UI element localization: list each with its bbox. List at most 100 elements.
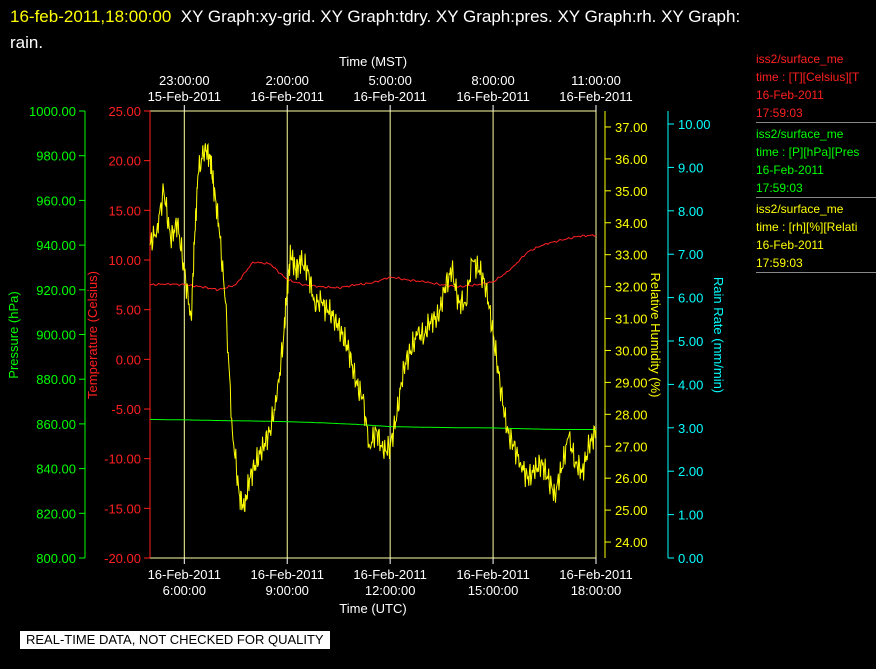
legend-pressure-line1: iss2/surface_me bbox=[756, 127, 844, 141]
humidity-tick-label-4: 28.00 bbox=[615, 407, 648, 422]
x-axis-label-top: Time (MST) bbox=[339, 54, 407, 69]
humidity-tick-label-5: 29.00 bbox=[615, 375, 648, 390]
legend-pressure-line3: 16-Feb-2011 bbox=[756, 163, 824, 177]
top-tick-time-3: 8:00:00 bbox=[471, 73, 514, 88]
bottom-tick-time-1: 9:00:00 bbox=[266, 583, 309, 598]
rain-tick-label-2: 2.00 bbox=[678, 464, 703, 479]
legend-temperature-line4: 17:59:03 bbox=[756, 106, 803, 120]
humidity-tick-label-10: 34.00 bbox=[615, 216, 648, 231]
bottom-tick-date-2: 16-Feb-2011 bbox=[353, 567, 426, 582]
rain-tick-label-6: 6.00 bbox=[678, 291, 703, 306]
x-axis-label-bottom: Time (UTC) bbox=[339, 601, 406, 616]
legend-humidity-line3: 16-Feb-2011 bbox=[756, 238, 824, 252]
plot-frame bbox=[149, 110, 597, 559]
legend-entry-pressure: iss2/surface_me time : [P][hPa][Pres 16-… bbox=[756, 125, 876, 198]
rain-tick-label-7: 7.00 bbox=[678, 247, 703, 262]
legend-entry-temperature: iss2/surface_me time : [T][Celsius][T 16… bbox=[756, 50, 876, 123]
series-temperature bbox=[149, 234, 597, 292]
legend-humidity-line4: 17:59:03 bbox=[756, 256, 803, 270]
temperature-tick-label-1: -15.00 bbox=[104, 501, 141, 516]
temperature-tick-label-6: 10.00 bbox=[108, 253, 141, 268]
bottom-tick-time-2: 12:00:00 bbox=[365, 583, 416, 598]
rain-tick-label-3: 3.00 bbox=[678, 421, 703, 436]
bottom-tick-time-4: 18:00:00 bbox=[571, 583, 622, 598]
pressure-tick-label-6: 920.00 bbox=[36, 283, 76, 298]
legend-temperature-line2: time : [T][Celsius][T bbox=[756, 70, 860, 84]
top-tick-date-3: 16-Feb-2011 bbox=[456, 89, 529, 104]
rain-axis-label: Rain Rate (mm/min) bbox=[711, 277, 726, 393]
rain-tick-label-10: 10.00 bbox=[678, 117, 711, 132]
pressure-tick-label-3: 860.00 bbox=[36, 417, 76, 432]
legend-temperature-line3: 16-Feb-2011 bbox=[756, 88, 824, 102]
humidity-tick-label-8: 32.00 bbox=[615, 280, 648, 295]
temperature-tick-label-5: 5.00 bbox=[116, 303, 141, 318]
pressure-tick-label-9: 980.00 bbox=[36, 149, 76, 164]
pressure-axis-label: Pressure (hPa) bbox=[6, 291, 21, 378]
humidity-axis-label: Relative Humidity (%) bbox=[648, 273, 663, 398]
top-tick-time-2: 5:00:00 bbox=[368, 73, 411, 88]
humidity-tick-label-6: 30.00 bbox=[615, 343, 648, 358]
top-tick-date-0: 15-Feb-2011 bbox=[148, 89, 221, 104]
temperature-tick-label-8: 20.00 bbox=[108, 154, 141, 169]
humidity-tick-label-11: 35.00 bbox=[615, 184, 648, 199]
rain-tick-label-8: 8.00 bbox=[678, 204, 703, 219]
pressure-tick-label-4: 880.00 bbox=[36, 372, 76, 387]
bottom-tick-time-3: 15:00:00 bbox=[468, 583, 519, 598]
pressure-tick-label-1: 820.00 bbox=[36, 506, 76, 521]
bottom-tick-date-4: 16-Feb-2011 bbox=[559, 567, 632, 582]
title-timestamp: 16-feb-2011,18:00:00 bbox=[10, 7, 172, 26]
temperature-tick-label-2: -10.00 bbox=[104, 452, 141, 467]
pressure-tick-label-10: 1000.00 bbox=[29, 104, 76, 119]
humidity-tick-label-1: 25.00 bbox=[615, 503, 648, 518]
top-tick-time-4: 11:00:00 bbox=[571, 73, 621, 88]
labels-layer: 16-Feb-20116:00:0016-Feb-20119:00:0016-F… bbox=[6, 54, 726, 616]
humidity-tick-label-13: 37.00 bbox=[615, 120, 648, 135]
quality-notice: REAL-TIME DATA, NOT CHECKED FOR QUALITY bbox=[20, 631, 330, 649]
humidity-tick-label-9: 33.00 bbox=[615, 248, 648, 263]
temperature-tick-label-3: -5.00 bbox=[111, 402, 141, 417]
top-tick-date-2: 16-Feb-2011 bbox=[353, 89, 426, 104]
pressure-tick-label-5: 900.00 bbox=[36, 328, 76, 343]
title-graph-list: XY Graph:xy-grid. XY Graph:tdry. XY Grap… bbox=[180, 7, 741, 26]
humidity-tick-label-12: 36.00 bbox=[615, 152, 648, 167]
rain-tick-label-0: 0.00 bbox=[678, 551, 703, 566]
humidity-tick-label-0: 24.00 bbox=[615, 535, 648, 550]
legend-panel: iss2/surface_me time : [T][Celsius][T 16… bbox=[756, 50, 876, 275]
legend-temperature-line1: iss2/surface_me bbox=[756, 52, 844, 66]
bottom-tick-date-1: 16-Feb-2011 bbox=[250, 567, 323, 582]
temperature-tick-label-9: 25.00 bbox=[108, 104, 141, 119]
temperature-tick-label-7: 15.00 bbox=[108, 203, 141, 218]
humidity-tick-label-3: 27.00 bbox=[615, 439, 648, 454]
top-tick-time-1: 2:00:00 bbox=[266, 73, 309, 88]
pressure-tick-label-7: 940.00 bbox=[36, 238, 76, 253]
bottom-tick-date-3: 16-Feb-2011 bbox=[456, 567, 529, 582]
series-humidity bbox=[149, 142, 597, 513]
rain-tick-label-5: 5.00 bbox=[678, 334, 703, 349]
title-graph-list-cont: rain. bbox=[10, 33, 44, 52]
grid-layer bbox=[149, 110, 597, 559]
pressure-tick-label-0: 800.00 bbox=[36, 551, 76, 566]
bottom-tick-time-0: 6:00:00 bbox=[163, 583, 206, 598]
legend-humidity-line1: iss2/surface_me bbox=[756, 202, 844, 216]
humidity-tick-label-2: 26.00 bbox=[615, 471, 648, 486]
axes-layer bbox=[79, 105, 674, 564]
temperature-axis-label: Temperature (Celsius) bbox=[85, 271, 100, 399]
pressure-tick-label-2: 840.00 bbox=[36, 462, 76, 477]
bottom-tick-date-0: 16-Feb-2011 bbox=[148, 567, 221, 582]
title-bar: 16-feb-2011,18:00:00 XY Graph:xy-grid. X… bbox=[10, 4, 860, 56]
series-layer bbox=[149, 142, 597, 513]
top-tick-date-4: 16-Feb-2011 bbox=[559, 89, 632, 104]
humidity-tick-label-7: 31.00 bbox=[615, 312, 648, 327]
top-tick-time-0: 23:00:00 bbox=[159, 73, 210, 88]
legend-pressure-line2: time : [P][hPa][Pres bbox=[756, 145, 860, 159]
pressure-tick-label-8: 960.00 bbox=[36, 193, 76, 208]
temperature-tick-label-0: -20.00 bbox=[104, 551, 141, 566]
legend-pressure-line4: 17:59:03 bbox=[756, 181, 803, 195]
series-pressure bbox=[149, 418, 596, 430]
legend-humidity-line2: time : [rh][%][Relati bbox=[756, 220, 858, 234]
top-tick-date-1: 16-Feb-2011 bbox=[250, 89, 323, 104]
rain-tick-label-1: 1.00 bbox=[678, 508, 703, 523]
legend-entry-humidity: iss2/surface_me time : [rh][%][Relati 16… bbox=[756, 200, 876, 273]
rain-tick-label-4: 4.00 bbox=[678, 377, 703, 392]
